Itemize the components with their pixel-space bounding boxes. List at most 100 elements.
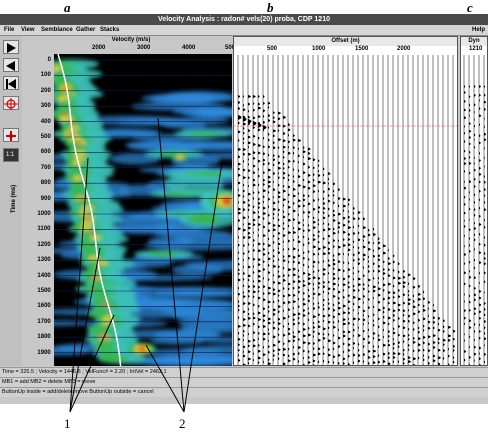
wiggle-lobe	[348, 317, 350, 321]
wiggle-lobe	[443, 356, 445, 360]
wiggle-lobe	[293, 230, 296, 234]
wiggle-lobe	[268, 180, 271, 184]
dyn-wiggle-lobe	[479, 351, 480, 355]
wiggle-lobe	[268, 168, 271, 172]
wiggle-lobe	[293, 168, 295, 172]
dyn-wiggle-lobe	[464, 309, 466, 313]
semblance-plot[interactable]	[54, 54, 232, 366]
wiggle-lobe	[303, 327, 306, 331]
wiggle-lobe	[418, 318, 420, 322]
wiggle-lobe	[388, 262, 391, 266]
wiggle-lobe	[238, 308, 240, 312]
wiggle-lobe	[248, 129, 251, 133]
wiggle-lobe	[333, 193, 335, 197]
wiggle-lobe	[303, 235, 305, 239]
wiggle-lobe	[343, 304, 346, 308]
wiggle-lobe	[283, 166, 285, 170]
seismic-gather[interactable]	[234, 55, 457, 365]
wiggle-lobe	[338, 296, 340, 300]
wiggle-lobe	[403, 357, 406, 361]
menu-file[interactable]: File	[4, 27, 15, 33]
wiggle-lobe	[283, 115, 286, 119]
wiggle-lobe	[308, 265, 310, 269]
wiggle-lobe	[333, 231, 336, 235]
dyn-wiggle-lobe	[484, 235, 486, 239]
wiggle-lobe	[388, 296, 391, 300]
wiggle-lobe	[288, 123, 290, 127]
wiggle-lobe	[303, 185, 306, 189]
wiggle-lobe	[248, 285, 251, 289]
wiggle-lobe	[353, 271, 355, 275]
wiggle-lobe	[268, 153, 270, 157]
wiggle-lobe	[298, 235, 300, 239]
wiggle-lobe	[393, 260, 395, 264]
dyn-wiggle-lobe	[484, 125, 485, 129]
menu-semblance[interactable]: Semblance	[41, 27, 73, 33]
zoom-button[interactable]: 1:1	[3, 148, 19, 162]
wiggle-lobe	[328, 297, 330, 301]
wiggle-lobe	[263, 242, 265, 246]
wiggle-lobe	[318, 325, 321, 329]
menu-view[interactable]: View	[21, 27, 35, 33]
wiggle-lobe	[423, 354, 425, 358]
wiggle-lobe	[278, 265, 280, 269]
wiggle-lobe	[298, 254, 301, 258]
wiggle-lobe	[253, 257, 256, 261]
play-left-button[interactable]	[3, 58, 19, 72]
wiggle-lobe	[253, 358, 255, 362]
dyn-wiggle-lobe	[474, 138, 475, 142]
wiggle-lobe	[358, 348, 360, 352]
wiggle-lobe	[248, 169, 251, 173]
wiggle-lobe	[243, 95, 245, 98]
wiggle-lobe	[248, 289, 251, 293]
wiggle-lobe	[238, 358, 241, 362]
wiggle-lobe	[258, 279, 261, 283]
wiggle-lobe	[303, 243, 305, 247]
wiggle-lobe	[368, 255, 370, 259]
wiggle-lobe	[243, 152, 246, 156]
wiggle-lobe	[368, 361, 370, 365]
menu-help[interactable]: Help	[472, 27, 486, 33]
wiggle-lobe	[353, 240, 355, 244]
wiggle-lobe	[353, 361, 355, 365]
dyn-wiggle-lobe	[484, 331, 486, 335]
skip-start-button[interactable]	[3, 76, 19, 90]
target-button[interactable]	[3, 96, 19, 110]
move-cross-button[interactable]	[3, 128, 19, 142]
wiggle-lobe	[283, 266, 285, 270]
wiggle-lobe	[243, 137, 245, 141]
wiggle-lobe	[383, 352, 386, 356]
wiggle-lobe	[418, 343, 421, 347]
wiggle-lobe	[273, 335, 276, 339]
velocity-function-curve[interactable]	[57, 54, 122, 366]
wiggle-lobe	[263, 195, 265, 199]
wiggle-lobe	[288, 231, 291, 235]
menu-stacks[interactable]: Stacks	[100, 27, 120, 33]
wiggle-lobe	[408, 360, 411, 364]
wiggle-lobe	[433, 345, 436, 349]
wiggle-lobe	[268, 190, 270, 194]
wiggle-lobe	[343, 311, 346, 315]
wiggle-lobe	[273, 116, 275, 120]
wiggle-lobe	[303, 198, 306, 202]
wiggle-lobe	[298, 240, 301, 244]
wiggle-lobe	[418, 348, 421, 352]
wiggle-lobe	[328, 222, 330, 226]
wiggle-lobe	[298, 359, 300, 363]
play-right-button[interactable]	[3, 40, 19, 54]
wiggle-lobe	[428, 300, 431, 304]
wiggle-lobe	[353, 258, 355, 262]
wiggle-lobe	[293, 306, 295, 310]
wiggle-lobe	[288, 200, 290, 204]
wiggle-lobe	[343, 230, 346, 234]
wiggle-lobe	[298, 297, 300, 301]
wiggle-lobe	[263, 152, 266, 156]
wiggle-lobe	[308, 180, 311, 184]
wiggle-lobe	[243, 265, 245, 269]
first-arrival-lobe	[248, 119, 252, 124]
wiggle-lobe	[293, 218, 296, 222]
menu-gather[interactable]: Gather	[76, 27, 96, 33]
wiggle-lobe	[323, 216, 326, 220]
velocity-tick-label: 5000	[225, 45, 239, 51]
wiggle-lobe	[388, 274, 391, 278]
